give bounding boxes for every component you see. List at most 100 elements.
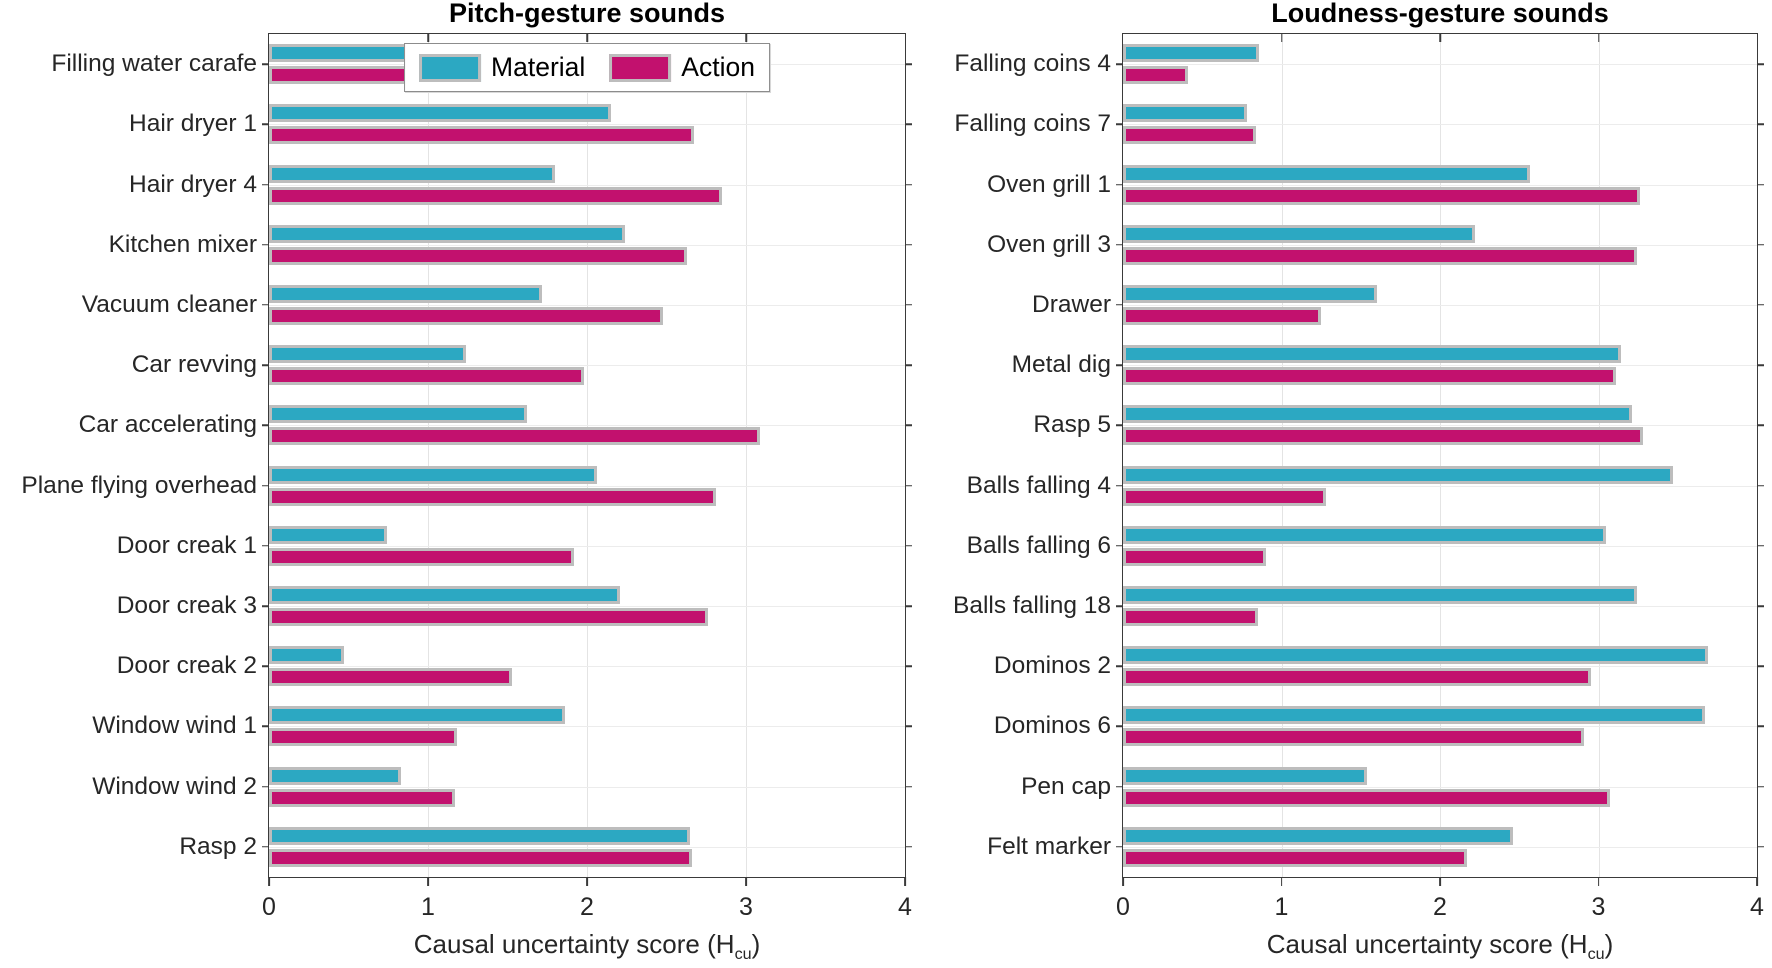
x-gridline [746,34,747,877]
y-tick-mirror [1757,63,1764,65]
x-tick [745,877,747,886]
x-tick [1439,877,1441,886]
category-row: Hair dryer 1 [129,94,912,154]
x-tick-top [1280,34,1283,42]
y-gridline [269,124,905,126]
category-label: Metal dig [1011,351,1111,379]
y-tick-mirror [905,364,912,366]
bar-pair [1123,465,1757,506]
y-gridline [269,244,905,246]
x-tick [904,877,906,886]
y-tick-mirror [905,545,912,547]
y-tick [262,484,269,487]
x-tick-label: 3 [739,893,753,921]
y-gridline [269,846,905,848]
bar-action [269,728,457,747]
bar-material [1123,405,1632,424]
bar-action [269,367,584,386]
bar-action [1123,186,1640,205]
bar-action [269,848,692,867]
y-tick [1116,364,1123,366]
bar-material [269,826,691,845]
x-gridline [587,34,588,877]
pitch-gesture-panel: Pitch-gesture sounds Material Action Cau… [21,0,912,963]
bar-action [1123,126,1257,145]
x-axis-label: Causal uncertainty score (Hcu) [1266,929,1614,964]
category-label: Car revving [131,351,257,379]
bar-material [1123,284,1377,303]
bar-pair [1123,766,1757,807]
panel-title: Pitch-gesture sounds [448,0,726,28]
category-row: Door creak 2 [117,636,912,696]
y-gridline [1123,184,1757,186]
category-label: Dominos 2 [993,652,1111,680]
y-gridline [269,786,905,788]
category-label: Car accelerating [78,411,257,439]
y-gridline [1123,846,1757,848]
y-tick [262,304,269,306]
category-label: Door creak 3 [116,592,257,620]
bar-material [1123,164,1531,183]
category-row: Metal dig [1012,335,1764,395]
y-tick [262,846,269,848]
y-tick [262,243,269,246]
category-label: Oven grill 3 [987,230,1111,258]
category-row: Car accelerating [79,395,912,455]
x-tick [1756,877,1758,886]
bar-action [269,306,664,325]
y-tick [1116,183,1123,186]
category-row: Drawer [1032,275,1764,335]
category-row: Balls falling 18 [953,576,1764,636]
x-axis-label: Causal uncertainty score (Hcu) [413,929,761,964]
bar-action [269,126,694,145]
bar-action [1123,306,1322,325]
category-row: Car revving [132,335,912,395]
bar-material [1123,586,1637,605]
category-label: Door creak 1 [116,531,257,559]
bar-pair [1123,405,1757,446]
bar-material [269,586,621,605]
x-tick [1597,877,1600,886]
bar-material [269,405,527,424]
category-label: Balls falling 4 [966,471,1111,499]
bar-action [1123,367,1616,386]
category-row: Dominos 2 [994,636,1764,696]
bar-pair [269,345,905,386]
y-tick-mirror [1757,183,1764,186]
y-tick-mirror [905,785,912,788]
y-gridline [1123,726,1757,728]
bar-action [269,186,723,205]
bar-pair [1123,284,1757,325]
category-label: Filling water carafe [51,50,257,78]
y-gridline [1123,124,1757,126]
bar-pair [269,164,905,205]
category-row: Window wind 2 [92,757,912,817]
y-tick [262,123,269,126]
bar-pair [1123,826,1757,867]
y-gridline [269,365,905,367]
bar-pair [269,646,905,687]
x-tick [1122,877,1124,886]
y-gridline [269,666,905,668]
bar-action [1123,728,1585,747]
bar-material [269,345,467,364]
category-label: Door creak 2 [116,652,257,680]
category-label: Drawer [1032,290,1111,318]
x-tick [427,877,429,886]
bar-material [269,104,611,123]
legend-material-label: Material [491,52,586,82]
y-tick [1116,63,1123,65]
y-tick-mirror [1757,785,1764,788]
y-gridline [269,726,905,728]
bar-material [1123,104,1247,123]
category-label: Falling coins 4 [954,50,1111,78]
category-label: Falling coins 7 [954,110,1111,138]
bar-material [1123,345,1621,364]
bar-action [269,246,688,265]
category-row: Kitchen mixer [109,215,912,275]
y-tick [1116,484,1123,487]
bar-material [269,164,556,183]
bar-pair [269,766,905,807]
y-tick-mirror [1757,364,1764,366]
y-tick-mirror [905,484,912,487]
